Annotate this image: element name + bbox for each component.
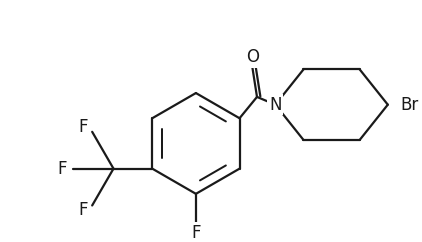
Text: Br: Br — [400, 96, 418, 114]
Text: F: F — [78, 118, 88, 136]
Text: O: O — [246, 48, 259, 66]
Text: F: F — [78, 201, 88, 219]
Text: F: F — [57, 160, 67, 178]
Text: F: F — [191, 224, 200, 242]
Text: N: N — [269, 96, 281, 114]
